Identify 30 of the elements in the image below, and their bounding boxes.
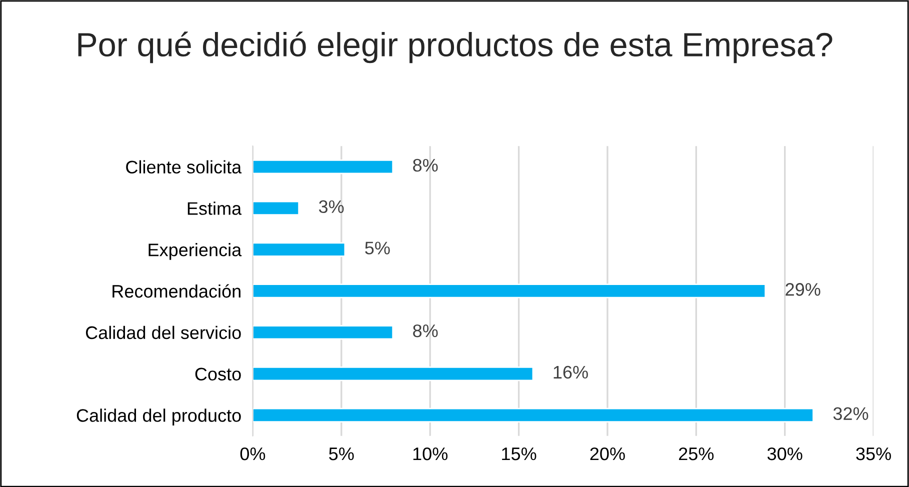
y-tick-label: Costo [195, 368, 241, 380]
x-tick-label: 20% [590, 447, 625, 460]
y-tick-label: Experiencia [148, 243, 242, 260]
bar [252, 242, 346, 257]
y-tick-label: Calidad del servicio [86, 326, 241, 340]
data-label: 8% [413, 324, 438, 338]
x-tick-label: 0% [240, 447, 266, 460]
bar [252, 408, 814, 422]
bar [252, 200, 300, 216]
data-label: 16% [554, 366, 588, 379]
y-tick-label: Calidad del producto [76, 408, 241, 426]
bar [252, 284, 766, 298]
x-tick-label: 30% [767, 447, 802, 460]
x-tick-label: 15% [502, 448, 536, 460]
bar [252, 366, 534, 382]
bar [252, 159, 394, 174]
x-tick-label: 5% [329, 448, 354, 460]
x-tick-label: 25% [679, 447, 714, 460]
y-tick-label: Estima [188, 202, 242, 215]
data-label: 3% [318, 200, 344, 214]
data-label: 32% [833, 407, 868, 420]
data-label: 5% [365, 242, 390, 254]
bar [252, 325, 394, 340]
chart-title: Por qué decidió elegir productos de esta Empresa? [78, 32, 832, 64]
x-tick-label: 35% [856, 447, 891, 460]
data-label: 29% [786, 283, 820, 296]
y-tick-label: Cliente solicita [126, 160, 242, 174]
data-label: 8% [413, 158, 438, 172]
x-tick-label: 10% [413, 447, 448, 460]
y-tick-label: Recomendación [112, 284, 240, 298]
